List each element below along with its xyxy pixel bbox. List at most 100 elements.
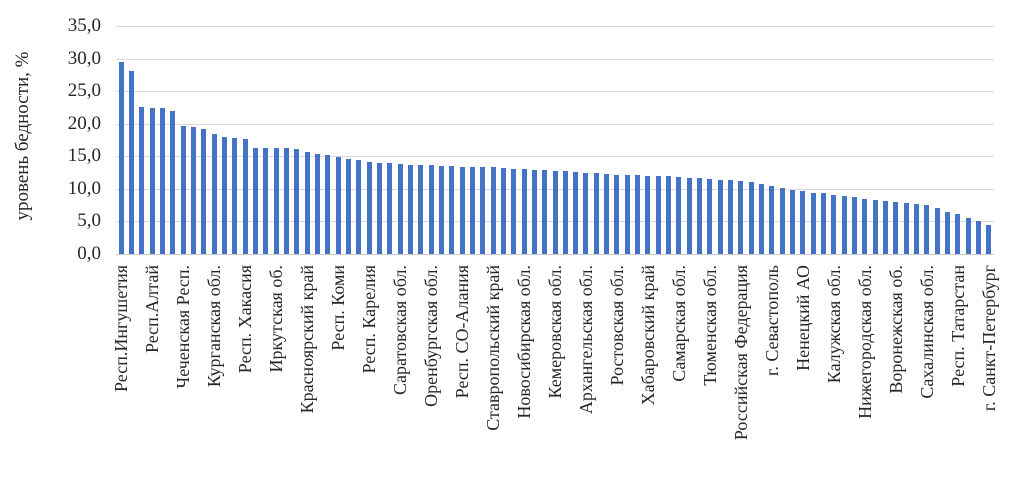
bar xyxy=(748,182,754,254)
x-axis-label: Чеченская Респ. xyxy=(173,265,194,389)
bar xyxy=(655,175,661,254)
x-axis-label: Ставропольский край xyxy=(483,265,504,431)
bar xyxy=(180,126,186,254)
plot-area xyxy=(116,26,994,255)
x-axis-label: Самарская обл. xyxy=(668,265,689,382)
bar xyxy=(965,218,971,254)
bar xyxy=(573,171,579,254)
bar xyxy=(159,108,165,254)
x-axis-label: г. Санкт-Петербург xyxy=(978,265,999,412)
bar xyxy=(728,180,734,254)
bar xyxy=(686,177,692,254)
bar xyxy=(903,202,909,254)
bar xyxy=(552,170,558,254)
bar xyxy=(273,148,279,254)
bar xyxy=(790,190,796,254)
bar xyxy=(976,220,981,254)
bar xyxy=(862,198,868,254)
bar xyxy=(831,194,837,254)
x-axis-label: Красноярский край xyxy=(297,265,318,414)
y-tick-label: 10,0 xyxy=(67,177,101,199)
bar xyxy=(511,168,517,254)
bar xyxy=(345,158,351,254)
bar xyxy=(170,110,176,254)
x-axis-label: Курганская обл. xyxy=(204,265,225,388)
bar xyxy=(428,165,434,254)
x-axis-label: Саратовская обл. xyxy=(390,265,411,395)
y-tick-label: 0,0 xyxy=(77,243,101,264)
x-axis-label: Респ. Коми xyxy=(328,265,349,351)
bar xyxy=(635,175,641,254)
bar xyxy=(872,199,878,254)
bar xyxy=(841,196,847,254)
bar xyxy=(717,179,723,254)
bar xyxy=(945,212,951,254)
bar xyxy=(707,179,713,254)
y-tick-label: 15,0 xyxy=(67,145,101,167)
bar xyxy=(304,152,310,254)
bar xyxy=(459,166,465,254)
bar xyxy=(914,203,920,254)
bar xyxy=(666,176,672,254)
x-axis-label: Тюменская обл. xyxy=(699,265,720,386)
bar xyxy=(335,156,341,254)
x-axis-label: Новосибирская обл. xyxy=(514,265,534,419)
bar xyxy=(521,169,527,254)
bar xyxy=(810,192,816,254)
y-tick-label: 35,0 xyxy=(67,15,101,36)
x-axis-label: Ненецкий АО xyxy=(792,265,813,371)
x-axis-label: Респ. Татарстан xyxy=(947,265,968,387)
bar xyxy=(325,154,331,254)
bar xyxy=(779,188,785,254)
bar xyxy=(852,197,858,254)
bar xyxy=(221,137,227,254)
bar xyxy=(955,214,961,254)
bar xyxy=(583,172,589,254)
bar xyxy=(821,193,827,254)
bar xyxy=(676,177,682,254)
x-axis-label: Архангельская обл. xyxy=(575,265,596,415)
bar xyxy=(252,147,258,254)
bar xyxy=(263,147,269,254)
bar xyxy=(934,208,940,254)
bar xyxy=(118,61,124,254)
bar xyxy=(531,169,537,254)
gridline xyxy=(116,123,994,125)
gridline xyxy=(116,26,994,27)
bar xyxy=(800,191,806,254)
bar xyxy=(480,167,486,254)
bar xyxy=(418,165,424,254)
bar xyxy=(211,134,217,254)
x-axis-line xyxy=(116,254,994,255)
bar xyxy=(314,153,320,254)
bar xyxy=(449,166,455,254)
y-tick-label: 20,0 xyxy=(67,112,101,134)
bar xyxy=(407,164,413,254)
bar xyxy=(986,224,992,254)
bar xyxy=(562,171,568,254)
bar xyxy=(366,161,372,254)
x-axis-label: Ростовская обл. xyxy=(606,265,627,386)
x-axis-label: Респ. Хакасия xyxy=(235,265,256,374)
bar xyxy=(128,70,134,254)
y-tick-label: 25,0 xyxy=(67,80,101,102)
x-axis-label: Калужская обл. xyxy=(823,265,844,384)
gridline xyxy=(116,58,994,60)
bar xyxy=(387,163,393,254)
x-axis-label: Воронежская об. xyxy=(885,265,906,394)
bar xyxy=(283,148,289,254)
bar xyxy=(242,139,248,254)
bar xyxy=(738,181,744,254)
bar xyxy=(294,149,300,254)
y-tick-label: 30,0 xyxy=(67,47,101,69)
x-axis-label: Респ. СО-Алания xyxy=(452,265,473,399)
bar xyxy=(500,168,506,254)
bar xyxy=(924,205,930,254)
bar xyxy=(376,162,382,254)
x-axis-label: Иркутская об. xyxy=(266,265,287,373)
x-axis-label: Респ. Карелия xyxy=(359,265,380,374)
gridline xyxy=(116,156,994,158)
bar xyxy=(883,200,889,254)
